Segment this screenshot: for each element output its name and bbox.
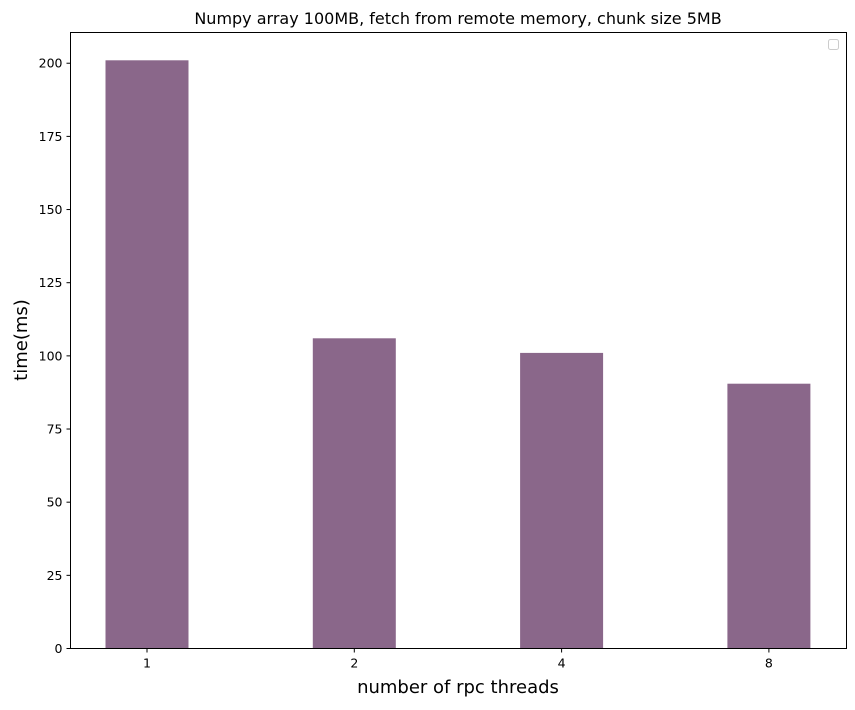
y-axis-label: time(ms) bbox=[11, 299, 32, 381]
x-axis: 1 2 4 8 bbox=[143, 648, 773, 671]
bars-layer bbox=[105, 60, 811, 649]
bar-8 bbox=[727, 383, 811, 649]
x-tick-label: 8 bbox=[765, 656, 773, 671]
chart-title: Numpy array 100MB, fetch from remote mem… bbox=[194, 9, 721, 28]
y-tick-label: 150 bbox=[39, 202, 63, 217]
x-tick-label: 4 bbox=[558, 656, 566, 671]
y-axis: 0 25 50 75 100 125 150 175 200 bbox=[39, 56, 71, 656]
bar-4 bbox=[520, 352, 604, 649]
x-tick-label: 2 bbox=[350, 656, 358, 671]
x-axis-label: number of rpc threads bbox=[357, 677, 559, 698]
x-tick-label: 1 bbox=[143, 656, 151, 671]
plot-frame bbox=[70, 32, 847, 649]
legend-box bbox=[828, 39, 839, 50]
y-tick-label: 25 bbox=[47, 568, 63, 583]
bar-1 bbox=[105, 60, 189, 649]
y-tick-label: 50 bbox=[47, 495, 63, 510]
y-tick-label: 175 bbox=[39, 129, 63, 144]
y-tick-label: 200 bbox=[39, 56, 63, 71]
y-tick-label: 100 bbox=[39, 348, 63, 363]
bar-2 bbox=[312, 338, 396, 649]
y-tick-label: 0 bbox=[55, 641, 63, 656]
y-tick-label: 75 bbox=[47, 422, 63, 437]
y-tick-label: 125 bbox=[39, 275, 63, 290]
